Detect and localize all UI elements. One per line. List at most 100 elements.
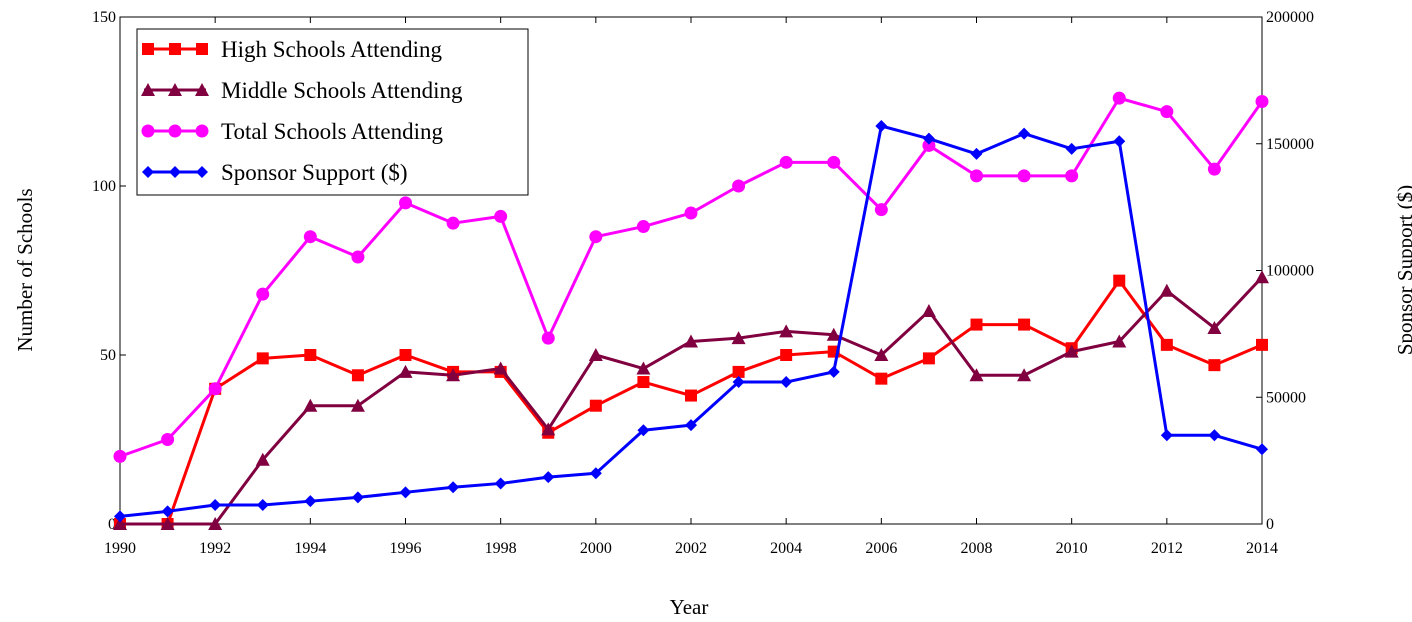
legend-item: High Schools Attending [142, 37, 443, 62]
y2-tick-label: 50000 [1266, 389, 1306, 406]
data-point [1160, 105, 1174, 119]
data-point [161, 505, 174, 518]
x-tick-label: 1998 [485, 540, 517, 557]
legend: High Schools Attending Middle Schools Att… [136, 28, 529, 196]
y2-axis-title: Sponsor Support ($) [1393, 185, 1412, 355]
data-point [304, 349, 317, 361]
x-tick-label: 1992 [199, 540, 231, 557]
data-point [827, 365, 840, 378]
data-point [351, 491, 364, 504]
data-point [494, 209, 508, 223]
legend-label: Middle Schools Attending [221, 78, 463, 103]
data-point [732, 179, 746, 193]
data-point [399, 349, 412, 361]
data-point [1207, 162, 1221, 176]
x-tick-label: 2014 [1246, 540, 1278, 557]
data-point [970, 147, 983, 160]
data-point [637, 424, 650, 437]
y-tick-label: 0 [108, 516, 116, 533]
data-point [636, 220, 650, 234]
data-point [113, 449, 127, 463]
data-point [636, 361, 651, 375]
y-tick-label: 50 [100, 347, 116, 364]
data-point [541, 331, 555, 345]
legend-marker [142, 166, 154, 178]
data-point [731, 331, 746, 345]
series-1 [113, 270, 1269, 530]
data-point [875, 372, 888, 385]
legend-marker [196, 166, 208, 178]
data-point [780, 349, 793, 361]
data-point [1208, 429, 1221, 442]
data-point [447, 481, 460, 494]
data-point [826, 327, 841, 341]
data-point [113, 517, 127, 530]
data-point [161, 433, 175, 446]
data-point [921, 304, 936, 318]
data-point [160, 517, 175, 530]
data-point [1159, 283, 1174, 297]
x-axis-title: Year [670, 595, 709, 619]
legend-marker [195, 83, 209, 96]
legend-marker [195, 124, 209, 138]
series-2 [113, 91, 1269, 463]
data-point [685, 419, 697, 432]
data-point [351, 369, 364, 382]
data-point [1112, 334, 1127, 348]
data-point [542, 471, 555, 484]
series-line [120, 279, 1263, 526]
data-point [1065, 142, 1078, 155]
legend-item: Total Schools Attending [141, 119, 443, 144]
data-point [827, 155, 841, 169]
x-tick-label: 2000 [580, 540, 612, 557]
data-point [446, 216, 460, 230]
x-tick-label: 2002 [675, 540, 707, 557]
data-point [1018, 127, 1031, 140]
data-point [970, 318, 983, 331]
data-point [398, 364, 413, 378]
series-0 [114, 274, 1268, 530]
data-point [1207, 320, 1222, 334]
data-point [588, 348, 603, 361]
x-tick-label: 2012 [1151, 540, 1183, 557]
y2-tick-label: 0 [1266, 516, 1274, 533]
data-point [256, 287, 270, 301]
data-point [732, 376, 745, 389]
data-point [969, 368, 984, 382]
data-point [1256, 338, 1268, 351]
data-point [589, 399, 602, 412]
legend-marker [169, 43, 181, 55]
data-point [874, 203, 888, 217]
data-point [208, 517, 223, 530]
x-tick-label: 2006 [865, 540, 897, 557]
x-tick-label: 2004 [770, 540, 802, 557]
data-point [446, 368, 461, 382]
legend-marker [141, 124, 155, 138]
data-point [303, 230, 317, 244]
legend-item: Middle Schools Attending [141, 78, 463, 103]
data-point [1018, 318, 1031, 331]
y-tick-label: 100 [92, 178, 116, 195]
data-point [350, 398, 365, 412]
y-axis-title: Number of Schools [13, 188, 37, 351]
data-point [1160, 338, 1173, 351]
legend-marker [141, 83, 155, 96]
data-point [541, 422, 556, 436]
data-point [351, 250, 365, 264]
data-point [1255, 270, 1269, 284]
data-point [875, 120, 888, 133]
data-point [1160, 429, 1173, 442]
data-point [256, 498, 269, 511]
data-point [303, 398, 318, 412]
axes: 1990 1992 1994 1996 1998 2000 2002 2004 2006 2008… [92, 9, 1314, 557]
data-point [1208, 359, 1221, 372]
data-point [304, 495, 317, 508]
data-point [494, 477, 507, 490]
data-point [114, 510, 126, 523]
data-point [1112, 91, 1126, 105]
legend-label: Sponsor Support ($) [221, 160, 408, 185]
x-tick-label: 1990 [104, 540, 136, 557]
data-point [589, 467, 602, 480]
data-point [780, 376, 793, 389]
